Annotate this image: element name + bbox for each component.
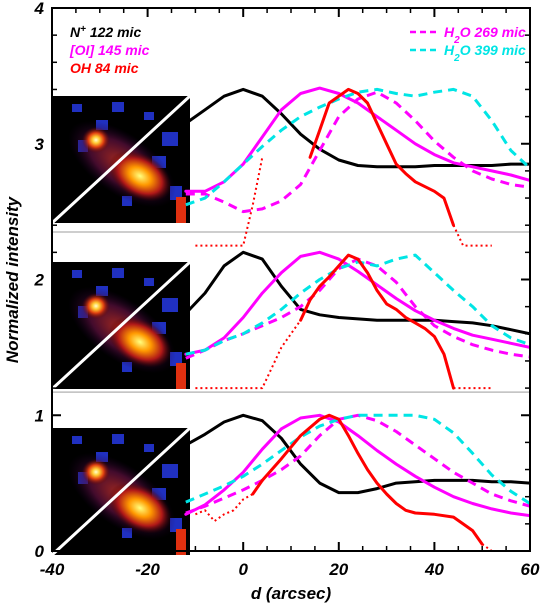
inset-pixel	[176, 363, 186, 389]
series-line-red_bot_dot_l	[195, 493, 254, 523]
series-line-red_top_dot_l	[195, 157, 264, 247]
inset-pixel	[112, 102, 124, 112]
inset-pixel	[176, 529, 186, 555]
y-tick-label: 2	[34, 271, 45, 290]
inset-pixel	[144, 112, 154, 120]
axis-ticks	[51, 7, 531, 552]
series-line-cyan_top	[185, 87, 530, 207]
series-line-mag_mid	[184, 250, 530, 356]
legend-entry-left-2: [OI] 145 mic	[69, 42, 150, 58]
series-line-mag_bot	[184, 413, 530, 518]
y-tick-label: 1	[35, 406, 44, 425]
inset-pixel	[144, 444, 154, 452]
series-line-magdash_top	[185, 90, 530, 214]
inset-slit-line	[50, 260, 192, 391]
inset-pixel	[112, 434, 124, 444]
inset-pixel	[72, 104, 82, 112]
inset-pixel	[162, 298, 178, 312]
tick-labels: -40 -20 0 20 40 60 0 1 2 3 4	[34, 0, 540, 579]
series-line-black_bot	[184, 413, 530, 495]
series-line-red_mid_dot_l	[195, 319, 302, 390]
x-axis-title: d (arcsec)	[251, 584, 332, 603]
x-tick-label: 60	[521, 560, 540, 579]
series-line-cyan_bot	[185, 413, 530, 505]
series-line-magdash_bot	[185, 413, 530, 515]
x-tick-label: 40	[424, 560, 444, 579]
inset-pixel	[122, 362, 132, 372]
x-tick-label: 20	[328, 560, 348, 579]
inset-emission	[108, 150, 172, 202]
inset-pixel	[72, 270, 82, 278]
inset-pixel	[144, 278, 154, 286]
inset-pixel	[122, 528, 132, 538]
series-line-red_bot	[251, 413, 484, 546]
y-tick-label: 3	[35, 135, 45, 154]
inset-pixel	[176, 197, 186, 223]
series-line-red_mid	[299, 253, 455, 390]
inset-slit-line	[50, 426, 192, 557]
inset-pixel	[112, 268, 124, 278]
x-tick-label: -20	[135, 560, 160, 579]
inset-map-2	[50, 260, 192, 391]
inset-pixel	[72, 436, 82, 444]
series-line-red_top_dot_r	[452, 224, 492, 247]
y-tick-label: 0	[35, 542, 45, 561]
panel-dividers	[52, 231, 530, 393]
series-line-black_mid	[184, 250, 530, 336]
inset-emission	[82, 293, 110, 319]
inset-slit-line	[50, 94, 192, 225]
series-line-mag_top	[184, 86, 530, 193]
inset-map-1	[50, 94, 192, 225]
legend-entry-left-1: N+ 122 mic	[70, 24, 141, 41]
y-tick-label: 4	[34, 0, 45, 18]
legend-entry-left-3: OH 84 mic	[70, 60, 139, 76]
inset-pixel	[122, 196, 132, 206]
inset-pixel	[162, 132, 178, 146]
series-line-red_bot_dot_r	[481, 543, 502, 551]
series-line-red_top	[308, 87, 455, 227]
series-line-cyan_mid	[185, 253, 530, 356]
series-line-magdash_mid	[185, 257, 530, 360]
series-group	[184, 86, 530, 551]
x-tick-label: -40	[40, 560, 65, 579]
x-tick-label: 0	[238, 560, 248, 579]
inset-map-3	[50, 426, 192, 557]
inset-pixel	[162, 464, 178, 478]
inset-emission	[108, 482, 172, 534]
y-axis-title: Normalized intensity	[3, 195, 22, 363]
legend-entry-right-2: H2O 399 mic	[444, 42, 526, 64]
inset-maps	[50, 94, 192, 557]
legend: N+ 122 mic[OI] 145 mic OH 84 mic H2O 269 m…	[69, 24, 526, 77]
inset-emission	[82, 127, 110, 153]
inset-emission	[82, 459, 110, 485]
inset-emission	[108, 316, 172, 368]
legend-entry-right-1: H2O 269 mic	[444, 24, 526, 46]
